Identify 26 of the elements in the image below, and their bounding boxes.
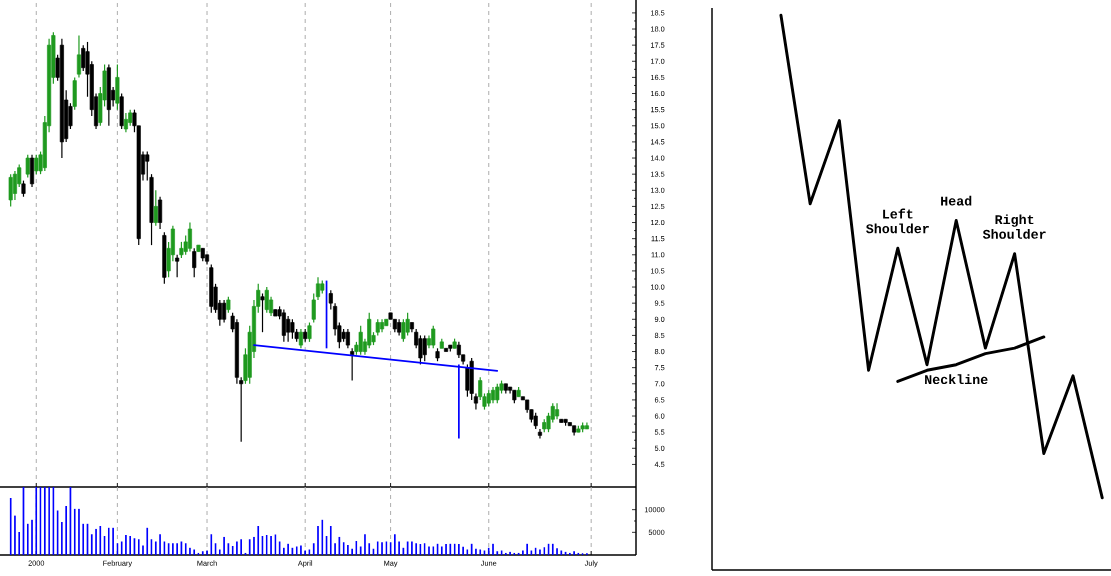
candlestick	[290, 318, 295, 340]
candlestick	[25, 154, 30, 178]
candlestick	[153, 189, 158, 227]
candlestick	[307, 321, 312, 343]
candlestick	[495, 383, 500, 404]
annotation: Left Shoulder	[866, 208, 929, 234]
candlestick	[358, 325, 363, 356]
annotation: Neckline	[925, 374, 988, 385]
candlestick	[537, 428, 543, 440]
candlestick	[76, 34, 82, 78]
candlestick	[187, 221, 192, 253]
candlestick	[350, 347, 355, 382]
candlestick	[175, 254, 180, 278]
candlestick	[34, 154, 39, 175]
candlestick	[422, 334, 427, 362]
candlestick	[465, 363, 470, 398]
candlestick	[260, 292, 265, 333]
candlestick	[264, 286, 269, 314]
candlestick	[192, 247, 197, 278]
annotation: Right Shoulder	[982, 214, 1046, 239]
candlestick	[281, 309, 286, 343]
candlestick	[158, 196, 163, 230]
candlestick	[123, 112, 128, 133]
candlestick	[431, 325, 436, 349]
candlestick	[8, 173, 13, 208]
annotation: Head	[941, 195, 972, 206]
